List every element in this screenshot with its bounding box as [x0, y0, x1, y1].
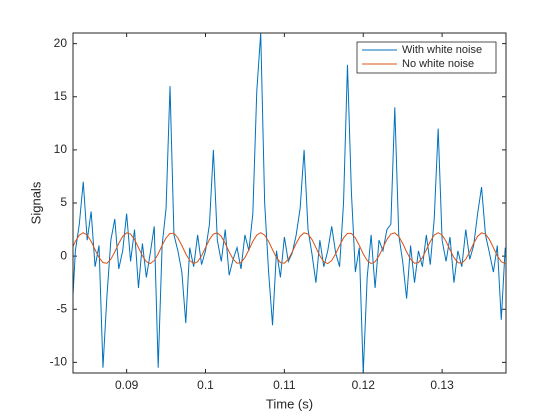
y-tick-label: 5	[60, 195, 67, 209]
axes-box	[72, 32, 507, 374]
data-line	[73, 232, 506, 265]
y-tick-label: -10	[50, 355, 68, 369]
legend-label: With white noise	[402, 44, 482, 56]
y-tick-label: 15	[54, 89, 68, 103]
x-tick-label: 0.13	[430, 378, 454, 392]
x-axis-label: Time (s)	[266, 396, 313, 411]
legend-box	[356, 41, 497, 74]
legend-label: No white noise	[402, 58, 474, 70]
y-tick-label: 10	[54, 142, 68, 156]
x-tick-label: 0.12	[352, 378, 376, 392]
x-tick-label: 0.1	[197, 378, 214, 392]
data-line	[73, 33, 506, 373]
y-tick-label: -5	[56, 301, 67, 315]
y-axis-label: Signals	[28, 181, 43, 224]
legend: With white noise No white noise	[356, 41, 497, 74]
x-tick-label: 0.11	[273, 378, 296, 392]
plot-area	[73, 33, 506, 373]
y-tick-label: 0	[60, 248, 67, 262]
y-tick-label: 20	[54, 36, 68, 50]
x-tick-label: 0.09	[115, 378, 139, 392]
